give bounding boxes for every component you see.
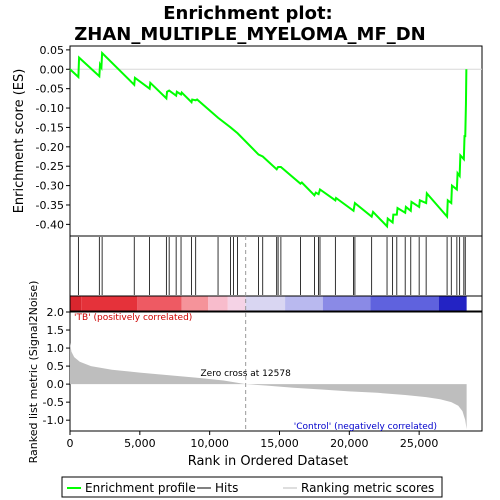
metric-y-tick-label: 0.0 — [47, 378, 65, 391]
colorbar-segment — [208, 296, 228, 311]
metric-y-tick-label: 0.5 — [47, 360, 65, 373]
colorbar-frame — [69, 295, 483, 312]
hits-panel-frame — [69, 235, 483, 297]
hits-panel — [69, 235, 483, 297]
colorbar-segment — [285, 296, 323, 311]
es-y-tick-label: -0.25 — [36, 160, 64, 173]
colorbar-segment — [70, 296, 82, 311]
x-tick-label: 15,000 — [260, 437, 299, 450]
es-y-axis: 0.05 0.00 -0.05 -0.10 -0.15 -0.20 -0.25 -0.30 -0… — [36, 44, 70, 231]
x-tick-label: 20,000 — [330, 437, 369, 450]
legend-label-hits: Hits — [215, 481, 238, 495]
es-y-tick-label: -0.10 — [36, 102, 64, 115]
negative-correlation-label: 'Control' (negatively correlated) — [294, 422, 437, 432]
metric-y-tick-label: 2.0 — [47, 306, 65, 319]
legend-label-metric: Ranking metric scores — [301, 481, 434, 495]
metric-y-tick-label: -1.0 — [43, 414, 64, 427]
metric-y-tick-label: 1.5 — [47, 324, 65, 337]
zero-cross-label: Zero cross at 12578 — [201, 369, 292, 379]
es-y-tick-label: -0.40 — [36, 218, 64, 231]
metric-y-tick-label: 1.0 — [47, 342, 65, 355]
hit-lines — [77, 237, 466, 295]
es-y-tick-label: 0.05 — [40, 44, 65, 57]
metric-y-axis-label: Ranked list metric (Signal2Noise) — [27, 281, 40, 464]
legend: Enrichment profile Hits Ranking metric s… — [61, 476, 443, 498]
colorbar-segment — [322, 296, 371, 311]
x-tick-label: 0 — [67, 437, 74, 450]
colorbar-segment — [438, 296, 467, 311]
es-panel: 0.05 0.00 -0.05 -0.10 -0.15 -0.20 -0.25 -0.30 -0… — [12, 44, 483, 237]
metric-y-axis: 2.0 1.5 1.0 0.5 0.0 -0.5 -1.0 — [43, 306, 70, 427]
es-y-tick-label: -0.20 — [36, 141, 64, 154]
x-tick-label: 25,000 — [400, 437, 439, 450]
enrichment-profile-line — [69, 50, 468, 229]
colorbar-segment — [227, 296, 246, 311]
chart-title-line2: ZHAN_MULTIPLE_MYELOMA_MF_DN — [74, 24, 426, 45]
x-tick-label: 5,000 — [124, 437, 156, 450]
legend-label-enrichment: Enrichment profile — [85, 481, 196, 495]
x-tick-label: 10,000 — [190, 437, 229, 450]
legend-frame — [61, 476, 443, 498]
es-y-tick-label: -0.35 — [36, 199, 64, 212]
colorbar-segment — [245, 296, 286, 311]
positive-correlation-label: 'TB' (positively correlated) — [74, 313, 192, 323]
x-axis-label: Rank in Ordered Dataset — [188, 454, 349, 469]
es-panel-frame — [69, 45, 483, 237]
colorbar-segment — [137, 296, 182, 311]
colorbar-segment — [81, 296, 138, 311]
colorbar-segment — [370, 296, 439, 311]
metric-panel-frame — [69, 311, 483, 432]
ranking-metric-area — [70, 342, 467, 430]
x-axis: 0 5,000 10,000 15,000 20,000 25,000 — [67, 431, 439, 450]
es-y-tick-label: -0.05 — [36, 83, 64, 96]
colorbar-segment — [181, 296, 209, 311]
metric-y-tick-label: -0.5 — [43, 396, 64, 409]
chart-title-line1: Enrichment plot: — [163, 3, 333, 24]
metric-panel: Zero cross at 12578 'TB' (positively cor… — [27, 236, 483, 464]
es-y-tick-label: -0.15 — [36, 121, 64, 134]
ranking-colorbar — [69, 295, 483, 312]
es-y-tick-label: 0.00 — [40, 63, 65, 76]
es-y-axis-label: Enrichment score (ES) — [12, 69, 27, 214]
es-y-tick-label: -0.30 — [36, 180, 64, 193]
